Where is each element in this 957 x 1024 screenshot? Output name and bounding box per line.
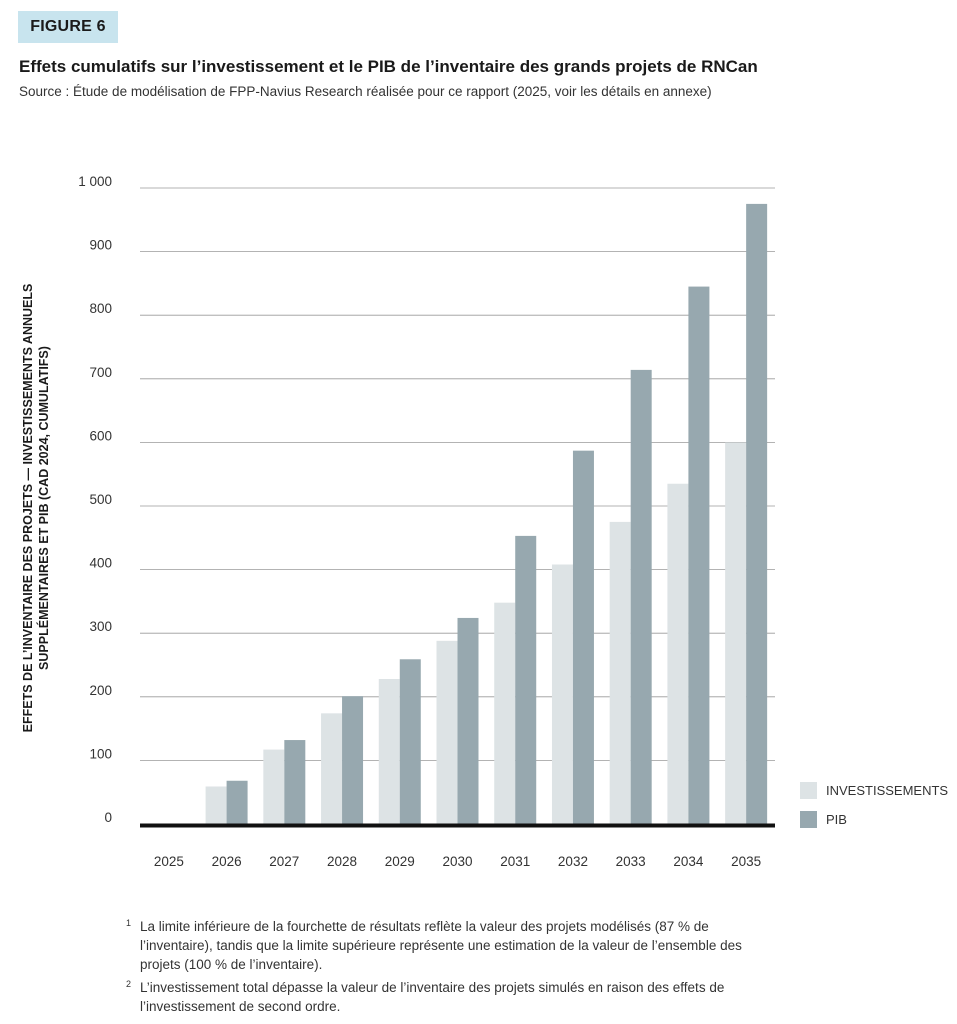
bar-investissements-2031 — [494, 602, 516, 824]
bar-pib-2030 — [457, 617, 479, 824]
bar-pib-2034 — [688, 286, 710, 824]
footnote-2-text: L’investissement total dépasse la valeur… — [140, 980, 725, 1014]
footnote-1-text: La limite inférieure de la fourchette de… — [140, 919, 742, 972]
bar-investissements-2026 — [205, 786, 227, 824]
figure-label: FIGURE 6 — [18, 11, 118, 43]
footnote-1: 1 La limite inférieure de la fourchette … — [126, 917, 746, 974]
y-tick-label-900: 900 — [89, 238, 112, 253]
x-tick-label-2033: 2033 — [616, 854, 646, 869]
bar-pib-2026 — [226, 780, 248, 824]
y-tick-label-0: 0 — [104, 810, 112, 825]
bar-pib-2029 — [399, 659, 421, 824]
bar-investissements-2027 — [263, 749, 285, 824]
bar-investissements-2029 — [378, 678, 400, 824]
bar-pib-2033 — [630, 369, 652, 824]
x-tick-label-2034: 2034 — [673, 854, 704, 869]
y-tick-label-800: 800 — [89, 301, 112, 316]
y-tick-label-700: 700 — [89, 365, 112, 380]
bar-investissements-2034 — [667, 483, 689, 824]
y-axis-label-line1: EFFETS DE L’INVENTAIRE DES PROJETS — INV… — [21, 284, 35, 733]
chart-title: Effets cumulatifs sur l’investissement e… — [19, 57, 758, 76]
bar-pib-2027 — [284, 740, 306, 824]
bar-investissements-2035 — [725, 442, 747, 824]
x-tick-label-2025: 2025 — [154, 854, 184, 869]
x-tick-label-2030: 2030 — [442, 854, 472, 869]
bar-investissements-2030 — [436, 640, 458, 824]
x-tick-label-2027: 2027 — [269, 854, 299, 869]
x-tick-label-2032: 2032 — [558, 854, 588, 869]
x-tick-label-2026: 2026 — [212, 854, 242, 869]
footnote-2: 2 L’investissement total dépasse la vale… — [126, 978, 746, 1016]
footnote-1-marker: 1 — [126, 918, 132, 928]
y-tick-label-100: 100 — [89, 746, 112, 761]
chart-subtitle: Source : Étude de modélisation de FPP-Na… — [19, 84, 712, 99]
legend-item-investissements: INVESTISSEMENTS — [800, 782, 948, 799]
legend-swatch-pib — [800, 811, 817, 828]
bar-investissements-2032 — [551, 564, 573, 824]
legend-label-investissements: INVESTISSEMENTS — [826, 783, 949, 798]
x-tick-label-2035: 2035 — [731, 854, 761, 869]
grid-lines — [140, 187, 775, 761]
footnote-2-marker: 2 — [126, 979, 132, 989]
x-tick-label-2029: 2029 — [385, 854, 415, 869]
bar-investissements-2028 — [321, 713, 343, 824]
bar-pib-2032 — [572, 450, 594, 824]
y-tick-label-400: 400 — [89, 556, 112, 571]
y-axis-label: EFFETS DE L’INVENTAIRE DES PROJETS — INV… — [21, 284, 51, 733]
x-tick-label-2031: 2031 — [500, 854, 530, 869]
y-tick-label-300: 300 — [89, 619, 112, 634]
y-axis-label-line2: SUPPLÉMENTAIRES ET PIB (CAD 2024, CUMULA… — [36, 346, 51, 670]
bar-pib-2031 — [515, 535, 537, 824]
legend-item-pib: PIB — [800, 811, 948, 828]
legend-swatch-investissements — [800, 782, 817, 799]
bar-pib-2028 — [342, 696, 364, 824]
y-tick-label-500: 500 — [89, 492, 112, 507]
x-tick-labels: 2025 2026 2027 2028 2029 2030 2031 2032 2033 2034… — [154, 854, 761, 869]
chart-legend: INVESTISSEMENTS PIB — [800, 782, 948, 840]
y-tick-label-1000: 1 000 — [78, 174, 112, 189]
x-tick-label-2028: 2028 — [327, 854, 357, 869]
footnotes: 1 La limite inférieure de la fourchette … — [126, 917, 746, 1020]
bar-pib-2035 — [746, 203, 768, 824]
legend-label-pib: PIB — [826, 812, 847, 827]
y-tick-labels: 0 100 200 300 400 500 600 700 800 900 1 000 — [78, 174, 112, 825]
bar-investissements-2033 — [609, 521, 631, 824]
y-tick-label-200: 200 — [89, 683, 112, 698]
bars — [140, 203, 775, 828]
y-tick-label-600: 600 — [89, 428, 112, 443]
